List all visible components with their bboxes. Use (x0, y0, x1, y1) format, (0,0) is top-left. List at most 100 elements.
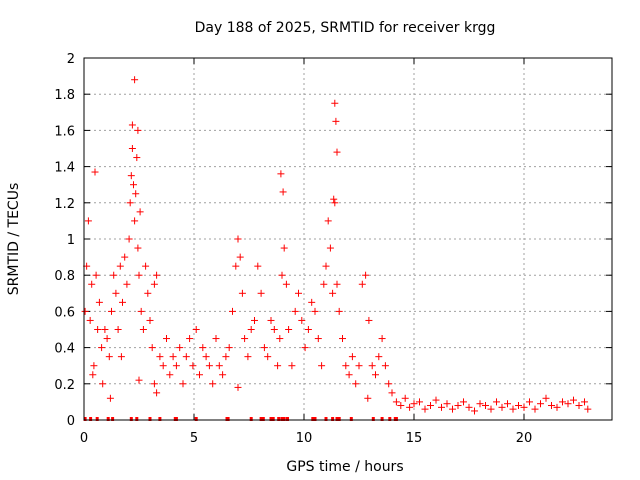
data-point (209, 380, 217, 388)
baseline-point (271, 417, 275, 421)
data-point (270, 326, 278, 333)
data-point (89, 371, 97, 379)
data-point (247, 326, 255, 333)
data-point (277, 170, 285, 178)
data-point (84, 217, 92, 225)
data-point (163, 335, 170, 343)
data-point (112, 289, 120, 297)
data-point (150, 380, 158, 388)
baseline-point (349, 417, 353, 421)
data-point (326, 244, 334, 252)
baseline-point (89, 417, 93, 421)
plot-frame (83, 57, 613, 421)
baseline-point (280, 417, 284, 421)
baseline-point (106, 417, 110, 421)
data-point (355, 362, 363, 370)
data-point (362, 271, 370, 279)
data-point (260, 344, 268, 352)
y-tick-label: 1.6 (54, 124, 75, 139)
data-point (110, 271, 118, 279)
data-point (116, 262, 124, 270)
data-point (254, 262, 262, 270)
baseline-point (324, 417, 328, 421)
baseline-point (282, 417, 286, 421)
data-point (385, 380, 393, 388)
x-tick-label: 10 (296, 431, 313, 446)
data-point (90, 362, 98, 370)
data-point (176, 344, 184, 352)
data-point (241, 335, 249, 343)
data-point (234, 235, 242, 243)
baseline-point (226, 417, 230, 421)
data-point (276, 335, 284, 343)
data-point (559, 398, 566, 406)
data-point (126, 199, 134, 207)
data-point (99, 380, 107, 388)
data-point (229, 307, 236, 315)
data-point (279, 188, 287, 196)
data-point (108, 307, 115, 315)
data-points (81, 76, 592, 421)
data-point (581, 398, 588, 406)
baseline-point (261, 417, 265, 421)
data-point (156, 353, 164, 361)
x-tick-label: 20 (516, 431, 533, 446)
data-point (416, 398, 423, 406)
data-point (318, 362, 326, 370)
data-point (537, 400, 544, 408)
y-tick-label: 1.2 (54, 197, 75, 212)
x-axis-label: GPS time / hours (286, 459, 403, 475)
baseline-point (371, 417, 375, 421)
data-point (392, 398, 400, 406)
data-point (205, 362, 213, 370)
data-point (410, 400, 418, 408)
y-tick-label: 1.4 (54, 161, 75, 176)
data-point (352, 380, 360, 388)
data-point (139, 326, 147, 333)
data-point (504, 400, 511, 408)
baseline-point (335, 417, 339, 421)
data-point (454, 402, 462, 410)
data-point (94, 326, 102, 333)
baseline-point (380, 417, 384, 421)
data-point (182, 353, 190, 361)
data-point (159, 362, 167, 370)
data-point (189, 362, 197, 370)
data-point (531, 405, 539, 413)
data-point (146, 316, 154, 324)
data-point (378, 335, 386, 343)
data-point (331, 199, 339, 207)
data-point (123, 280, 131, 288)
data-point (476, 400, 484, 408)
data-point (421, 405, 429, 413)
data-point (215, 362, 223, 370)
data-point (329, 289, 337, 297)
data-point (125, 235, 133, 243)
baseline-point (337, 417, 341, 421)
data-point (291, 307, 299, 315)
data-point (134, 244, 142, 252)
data-point (131, 76, 139, 84)
data-point (295, 289, 302, 297)
data-point (274, 362, 282, 370)
data-point (332, 117, 340, 125)
baseline-point (174, 417, 178, 421)
data-point (234, 383, 242, 391)
y-tick-label: 0.6 (54, 305, 75, 320)
data-point (132, 190, 140, 198)
data-point (192, 326, 200, 333)
data-point (320, 280, 328, 288)
data-point (348, 353, 356, 361)
data-point (304, 326, 312, 333)
data-point (460, 398, 467, 406)
data-point (257, 289, 265, 297)
data-point (342, 362, 350, 370)
baseline-point (135, 417, 139, 421)
data-point (172, 362, 180, 370)
data-point (153, 271, 161, 279)
data-point (322, 262, 330, 270)
baseline-point (277, 417, 281, 421)
data-point (498, 403, 506, 411)
data-point (372, 371, 379, 379)
data-point (482, 402, 489, 410)
